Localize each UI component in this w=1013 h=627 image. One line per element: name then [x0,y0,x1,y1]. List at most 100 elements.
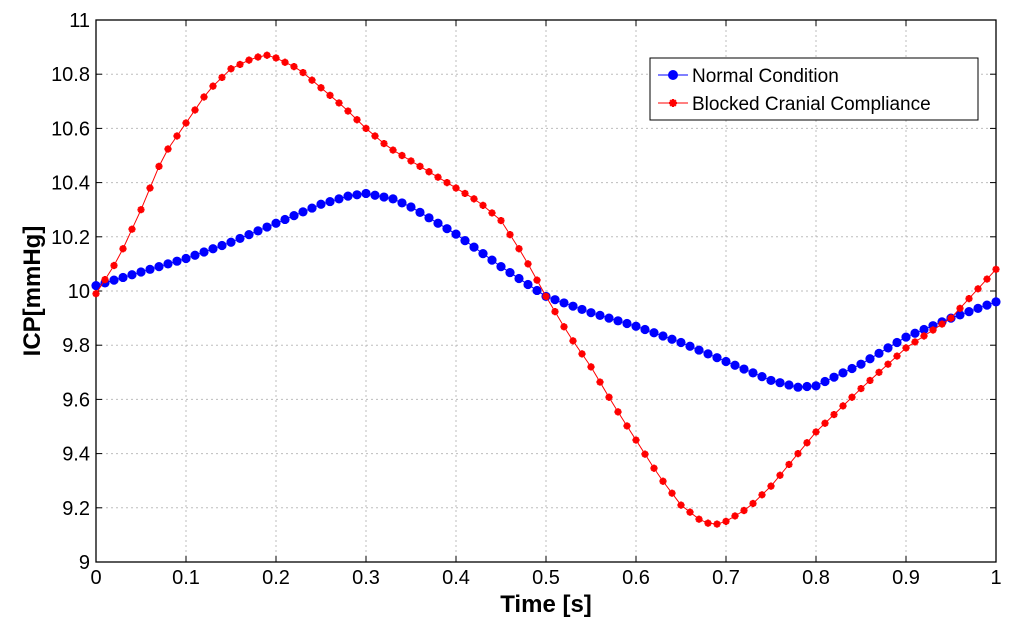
data-point [344,107,352,115]
data-point [127,270,137,280]
data-point [190,250,200,260]
data-point [488,209,496,217]
data-point [452,184,460,192]
series-normal-condition [91,188,1001,392]
data-point [605,393,613,401]
data-point [479,201,487,209]
data-point [308,76,316,84]
data-point [227,65,235,73]
data-point [775,378,785,388]
data-point [370,190,380,200]
data-point [559,298,569,308]
data-point [272,54,280,62]
data-point [425,168,433,176]
data-point [226,237,236,247]
data-point [811,381,821,391]
data-point [569,337,577,345]
data-point [361,188,371,199]
data-point [731,512,739,520]
data-point [164,145,172,153]
data-point [812,428,820,436]
data-point [740,506,748,515]
data-point [658,331,668,341]
data-point [659,477,667,485]
data-point [388,194,398,204]
data-point [704,519,712,527]
data-point [253,226,263,236]
data-point [991,297,1001,307]
y-tick-label: 10.2 [51,227,90,249]
data-point [542,292,550,301]
data-point [776,471,784,479]
data-point [829,372,839,382]
data-point [874,348,884,358]
data-point [830,410,838,419]
data-point [415,207,425,218]
data-point [848,393,856,401]
data-point [398,151,406,160]
data-point [901,332,911,342]
data-point [983,275,991,283]
data-point [289,211,299,221]
data-point [326,91,334,99]
x-tick-label: 0.8 [802,567,830,589]
data-point [650,464,658,472]
data-point [514,273,524,284]
data-point [749,499,757,508]
data-point [578,350,586,358]
data-point [884,360,892,368]
data-point [802,381,812,392]
data-point [766,375,776,386]
y-tick-label: 10.8 [51,64,90,86]
data-point [145,264,155,274]
data-point [649,328,659,338]
data-point [596,378,604,386]
data-point [506,231,514,239]
data-point [443,179,451,187]
data-point [118,272,128,283]
data-point [947,314,955,322]
data-point [182,119,190,127]
data-point [92,290,100,298]
data-point [136,267,146,277]
data-point [271,218,281,228]
axis-ticks: 0 0.1 0.2 0.3 0.4 0.5 0.6 0.7 0.8 0.9 1 9 9.2 9.4 9.6 9… [51,10,1002,589]
data-point [595,310,605,320]
data-point [955,310,965,320]
data-point [875,368,883,376]
data-point [685,341,695,351]
data-point [119,245,127,253]
data-point [461,189,469,198]
data-point [290,63,298,71]
data-point [325,196,335,207]
data-point [217,240,227,251]
data-point [604,313,614,323]
data-point [497,216,505,225]
data-point [137,206,145,214]
data-point [460,235,470,246]
data-point [128,225,136,233]
data-point [973,303,983,313]
data-point [703,349,713,359]
data-point [748,368,758,378]
data-point [821,419,829,427]
y-tick-label: 10.4 [51,173,90,195]
data-point [911,338,919,346]
legend-item: Normal Condition [658,66,839,87]
data-point [532,285,542,296]
data-point [343,191,353,201]
x-tick-label: 0.3 [352,567,380,589]
data-point [551,307,559,316]
x-tick-label: 0.2 [262,567,290,589]
y-axis-title: ICP[mmHg] [19,226,46,357]
data-point [281,58,289,66]
data-point [974,285,982,293]
data-point [820,376,830,387]
data-point [380,139,388,148]
data-point [154,262,164,272]
legend-item: Blocked Cranial Compliance [658,94,931,115]
data-point [416,162,424,170]
data-point [641,450,649,458]
data-point [433,218,443,228]
